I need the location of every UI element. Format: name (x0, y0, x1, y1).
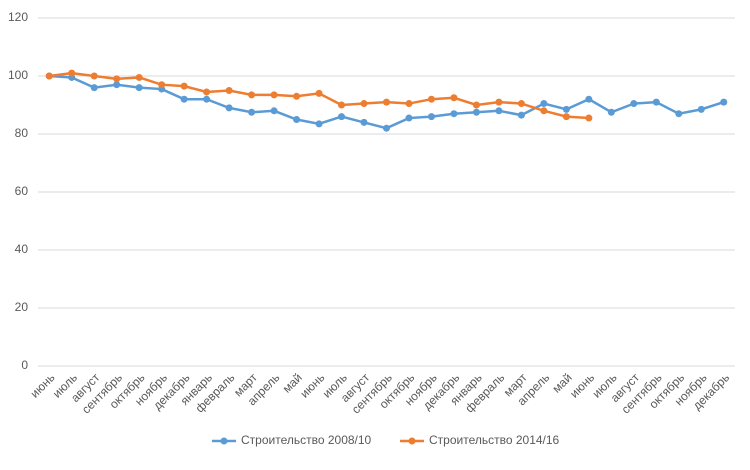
data-point (158, 81, 166, 89)
data-point (270, 91, 278, 99)
data-point (360, 118, 368, 126)
data-point (540, 100, 548, 108)
legend-item: Строительство 2014/16 (400, 433, 560, 447)
data-point (383, 98, 390, 106)
data-point (135, 73, 143, 81)
data-point (113, 81, 121, 89)
data-point (248, 91, 256, 99)
legend-marker (408, 437, 416, 445)
data-point (90, 84, 98, 92)
data-point (540, 107, 548, 115)
data-point (180, 82, 188, 90)
data-point (180, 95, 188, 103)
data-point (45, 72, 53, 80)
data-point (338, 101, 346, 109)
data-point (405, 100, 413, 108)
data-point (405, 114, 413, 122)
data-point (472, 108, 480, 116)
y-tick-label: 40 (15, 242, 29, 256)
x-tick-label: июнь (27, 370, 57, 400)
data-point (248, 108, 256, 116)
legend-item: Строительство 2008/10 (212, 433, 372, 447)
data-point (450, 94, 458, 102)
y-tick-label: 20 (15, 300, 29, 314)
data-point (360, 100, 368, 108)
data-point (90, 72, 98, 80)
y-tick-label: 80 (15, 126, 29, 140)
data-point (607, 108, 615, 116)
y-tick-label: 100 (8, 68, 28, 82)
data-point (585, 95, 593, 103)
y-tick-label: 120 (8, 10, 28, 24)
data-point (293, 92, 301, 100)
legend-label: Строительство 2008/10 (241, 433, 372, 447)
data-point (427, 95, 435, 103)
data-point (427, 113, 435, 121)
data-point (697, 105, 705, 113)
data-point (225, 104, 233, 112)
legend-marker (220, 437, 228, 445)
data-point (585, 114, 593, 122)
data-point (315, 89, 323, 97)
legend-label: Строительство 2014/16 (429, 433, 560, 447)
y-tick-label: 0 (21, 358, 28, 372)
data-point (315, 120, 323, 128)
data-point (630, 100, 638, 108)
data-point (652, 98, 660, 106)
data-point (450, 110, 458, 118)
data-point (495, 107, 503, 115)
x-tick-label: июнь (297, 370, 327, 400)
data-point (472, 101, 480, 109)
data-point (338, 113, 346, 121)
data-point (517, 100, 525, 108)
data-point (517, 111, 525, 119)
data-point (135, 84, 143, 92)
data-point (562, 113, 570, 121)
data-point (203, 88, 211, 96)
data-point (203, 95, 211, 103)
data-point (270, 107, 278, 115)
data-point (495, 98, 503, 106)
data-point (675, 110, 683, 118)
data-point (562, 105, 570, 113)
data-point (68, 69, 76, 77)
y-tick-label: 60 (15, 184, 29, 198)
data-point (383, 124, 390, 132)
data-point (113, 75, 121, 83)
data-point (293, 116, 301, 123)
x-tick-label: июнь (567, 370, 597, 400)
data-point (225, 87, 233, 94)
data-point (720, 98, 728, 106)
